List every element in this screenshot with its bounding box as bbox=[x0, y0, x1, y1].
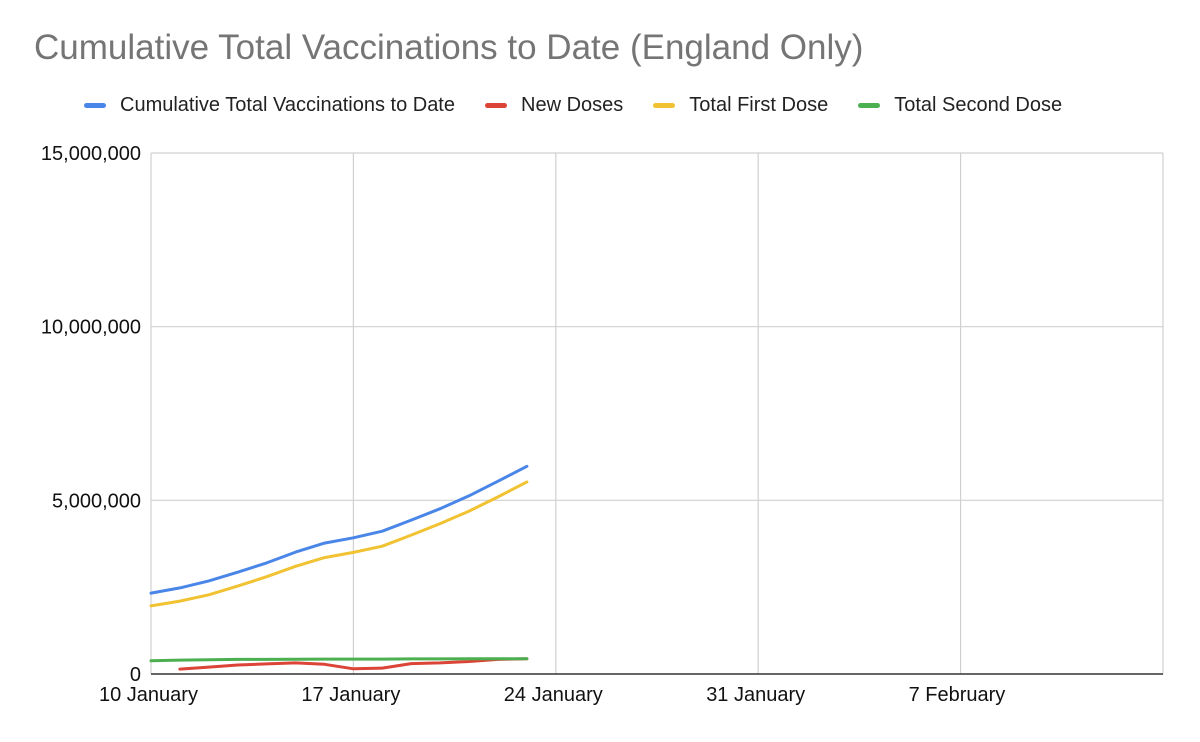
y-tick-label-2: 10,000,000 bbox=[41, 317, 141, 339]
x-tick-label-1: 17 January bbox=[301, 684, 400, 706]
x-tick-label-2: 24 January bbox=[504, 684, 603, 706]
series-line-total-second-dose bbox=[149, 657, 529, 663]
x-tick-label-0: 10 January bbox=[99, 684, 198, 706]
legend-label-new-doses: New Doses bbox=[521, 94, 624, 116]
legend-swatch-first-dose bbox=[653, 103, 676, 108]
legend-label-first-dose: Total First Dose bbox=[689, 94, 829, 116]
series-line-new-doses bbox=[178, 657, 529, 671]
legend: Cumulative Total Vaccinations to Date Ne… bbox=[84, 94, 1092, 117]
legend-item-second-dose: Total Second Dose bbox=[858, 94, 1062, 117]
legend-label-cumulative: Cumulative Total Vaccinations to Date bbox=[120, 94, 455, 116]
legend-item-new-doses: New Doses bbox=[485, 94, 623, 117]
legend-item-cumulative: Cumulative Total Vaccinations to Date bbox=[84, 94, 455, 117]
y-tick-label-3: 15,000,000 bbox=[41, 143, 141, 165]
legend-swatch-cumulative bbox=[84, 103, 106, 108]
x-tick-label-3: 31 January bbox=[706, 684, 805, 706]
x-tick-label-4: 7 February bbox=[909, 684, 1006, 706]
y-tick-label-1: 5,000,000 bbox=[52, 490, 141, 512]
series-line-cumulative-total-vaccinations-to-date bbox=[149, 464, 529, 595]
series-line-total-first-dose bbox=[149, 480, 529, 608]
legend-swatch-new-doses bbox=[485, 103, 507, 108]
y-tick-label-0: 0 bbox=[130, 664, 141, 686]
legend-label-second-dose: Total Second Dose bbox=[894, 94, 1063, 116]
chart-title: Cumulative Total Vaccinations to Date (E… bbox=[34, 28, 864, 67]
legend-item-first-dose: Total First Dose bbox=[653, 94, 828, 117]
legend-swatch-second-dose bbox=[858, 103, 881, 108]
